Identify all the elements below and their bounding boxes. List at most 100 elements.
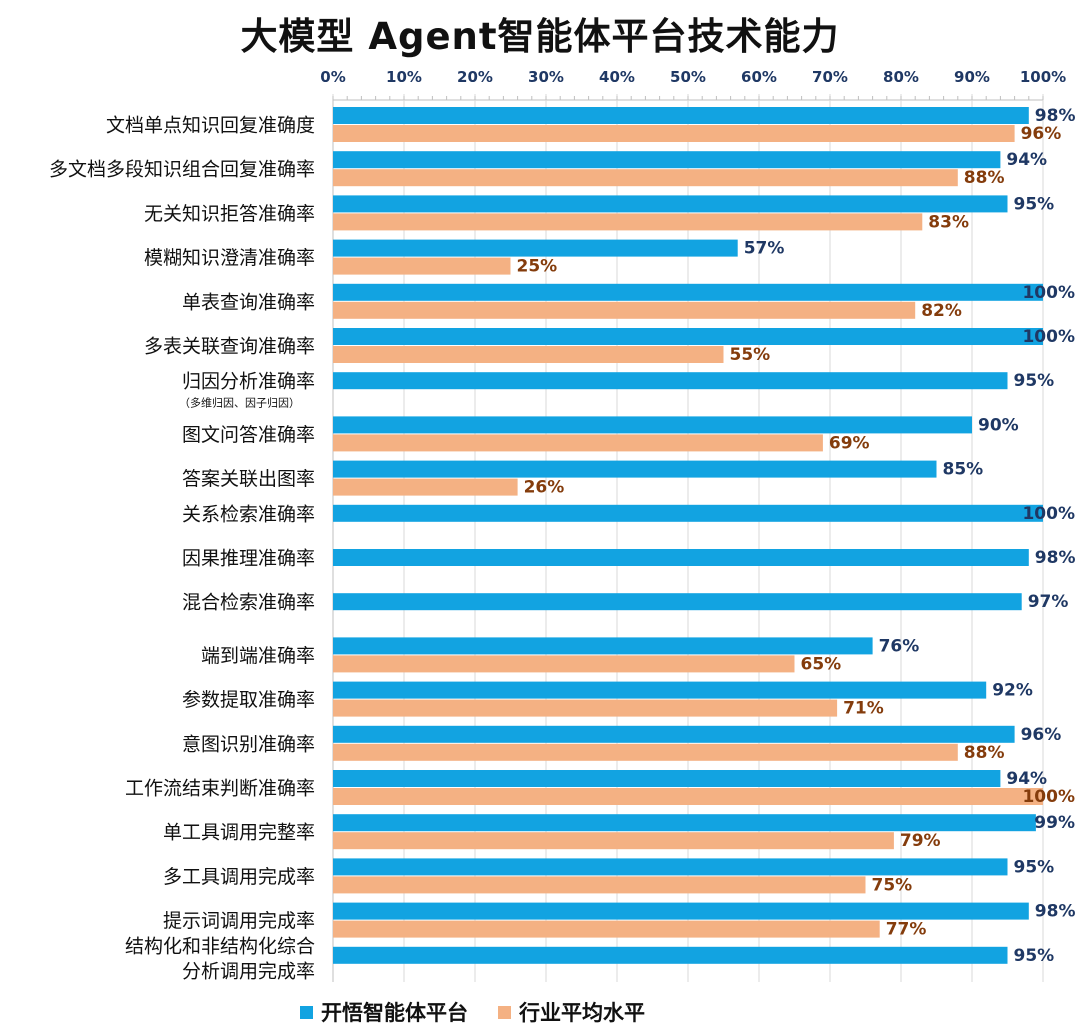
category-label: 多工具调用完成率 <box>163 866 315 888</box>
data-label-series-a: 57% <box>744 239 785 259</box>
data-label-series-a: 96% <box>1021 725 1062 745</box>
x-axis-ticks: 0% 10% 20% 30% 40% 50% 60% 70% 80% 90% 100% <box>320 68 1066 86</box>
bar-series-b <box>333 832 894 850</box>
bar-series-b <box>333 788 1043 805</box>
x-tick-label: 50% <box>670 68 706 86</box>
bar-series-a <box>333 328 1043 345</box>
data-label-series-a: 85% <box>943 460 984 480</box>
data-label-series-b: 83% <box>928 212 969 232</box>
bar-series-b <box>333 434 823 452</box>
data-label-series-b: 55% <box>730 345 771 365</box>
bar-series-b <box>333 876 866 894</box>
data-label-series-a: 94% <box>1006 150 1047 170</box>
chart-title: 大模型 Agent智能体平台技术能力 <box>240 15 840 58</box>
category-label: 混合检索准确率 <box>182 592 315 614</box>
legend-label: 行业平均水平 <box>519 1001 645 1025</box>
x-tick-label: 40% <box>599 68 635 86</box>
legend-swatch <box>300 1005 313 1019</box>
data-label-series-b: 100% <box>1022 787 1075 807</box>
data-label-series-a: 90% <box>978 415 1019 435</box>
bar-series-a <box>333 770 1001 787</box>
x-tick-label: 0% <box>320 68 345 86</box>
bar-series-b <box>333 699 838 717</box>
data-label-series-a: 98% <box>1035 548 1076 568</box>
legend-swatch <box>498 1005 511 1019</box>
x-tick-label: 10% <box>386 68 422 86</box>
category-label: 图文问答准确率 <box>182 424 315 446</box>
bar-series-a <box>333 858 1008 876</box>
bar-series-a <box>333 372 1008 390</box>
bar-series-a <box>333 902 1029 920</box>
bar-series-a <box>333 681 987 699</box>
data-label-series-a: 76% <box>879 636 920 656</box>
x-tick-label: 90% <box>954 68 990 86</box>
bar-series-b <box>333 125 1015 142</box>
bars <box>333 107 1043 964</box>
category-label: 文档单点知识回复准确度 <box>106 115 315 137</box>
data-label-series-a: 100% <box>1022 283 1075 303</box>
data-label-series-b: 77% <box>886 920 927 940</box>
category-label: 归因分析准确率 <box>182 371 315 393</box>
bar-series-b <box>333 655 795 673</box>
x-tick-label: 60% <box>741 68 777 86</box>
bar-series-a <box>333 416 972 434</box>
bar-series-a <box>333 593 1022 611</box>
bar-series-a <box>333 283 1043 301</box>
category-label: 参数提取准确率 <box>182 689 315 711</box>
category-label: 关系检索准确率 <box>182 503 315 525</box>
data-label-series-a: 98% <box>1035 902 1076 922</box>
data-label-series-b: 88% <box>964 743 1005 763</box>
data-label-series-b: 88% <box>964 168 1005 188</box>
x-tick-label: 20% <box>457 68 493 86</box>
legend-label: 开悟智能体平台 <box>321 1001 468 1025</box>
bar-series-a <box>333 637 873 655</box>
category-label-line2: 分析调用完成率 <box>182 960 315 982</box>
data-label-series-b: 96% <box>1021 124 1062 144</box>
category-label: 多表关联查询准确率 <box>144 336 315 358</box>
category-label: 因果推理准确率 <box>182 548 315 570</box>
x-tick-label: 70% <box>812 68 848 86</box>
bar-series-a <box>333 239 738 257</box>
value-labels: 98%96%94%88%95%83%57%25%100%82%100%55%95… <box>517 106 1076 966</box>
category-label: 单表查询准确率 <box>182 291 315 313</box>
legend-item-series-b: 行业平均水平 <box>498 997 645 1027</box>
bar-series-b <box>333 213 923 231</box>
data-label-series-a: 95% <box>1014 371 1055 391</box>
data-label-series-a: 99% <box>1034 813 1075 833</box>
category-label: 结构化和非结构化综合 <box>125 935 315 957</box>
data-label-series-b: 75% <box>872 875 913 895</box>
bar-series-b <box>333 478 518 496</box>
data-label-series-a: 95% <box>1014 946 1055 966</box>
bar-series-b <box>333 257 511 275</box>
data-label-series-b: 71% <box>843 699 884 719</box>
data-label-series-b: 82% <box>921 301 962 321</box>
data-label-series-a: 95% <box>1014 857 1055 877</box>
bar-series-a <box>333 151 1001 169</box>
category-label: 工作流结束判断准确率 <box>125 778 315 800</box>
bar-series-b <box>333 346 724 363</box>
category-sublabel: （多维归因、因子归因） <box>179 396 300 410</box>
data-label-series-a: 100% <box>1022 327 1075 347</box>
bar-series-b <box>333 920 880 938</box>
category-label: 提示词调用完成率 <box>163 910 315 932</box>
bar-series-a <box>333 107 1029 124</box>
bar-series-a <box>333 504 1043 522</box>
bar-series-a <box>333 549 1029 566</box>
legend: 开悟智能体平台 行业平均水平 <box>300 996 645 1028</box>
data-label-series-b: 79% <box>900 831 941 851</box>
bar-series-a <box>333 460 937 478</box>
bar-series-b <box>333 301 916 319</box>
data-label-series-b: 65% <box>801 654 842 674</box>
category-label: 答案关联出图率 <box>182 468 315 490</box>
x-tick-label: 30% <box>528 68 564 86</box>
category-label: 模糊知识澄清准确率 <box>144 247 315 269</box>
bar-series-a <box>333 814 1036 832</box>
data-label-series-a: 98% <box>1035 106 1076 126</box>
data-label-series-a: 95% <box>1014 194 1055 214</box>
data-label-series-a: 100% <box>1022 504 1075 524</box>
data-label-series-b: 69% <box>829 433 870 453</box>
category-label: 意图识别准确率 <box>182 733 315 755</box>
bar-series-b <box>333 169 958 187</box>
category-labels: 文档单点知识回复准确度多文档多段知识组合回复准确率无关知识拒答准确率模糊知识澄清… <box>49 115 315 983</box>
